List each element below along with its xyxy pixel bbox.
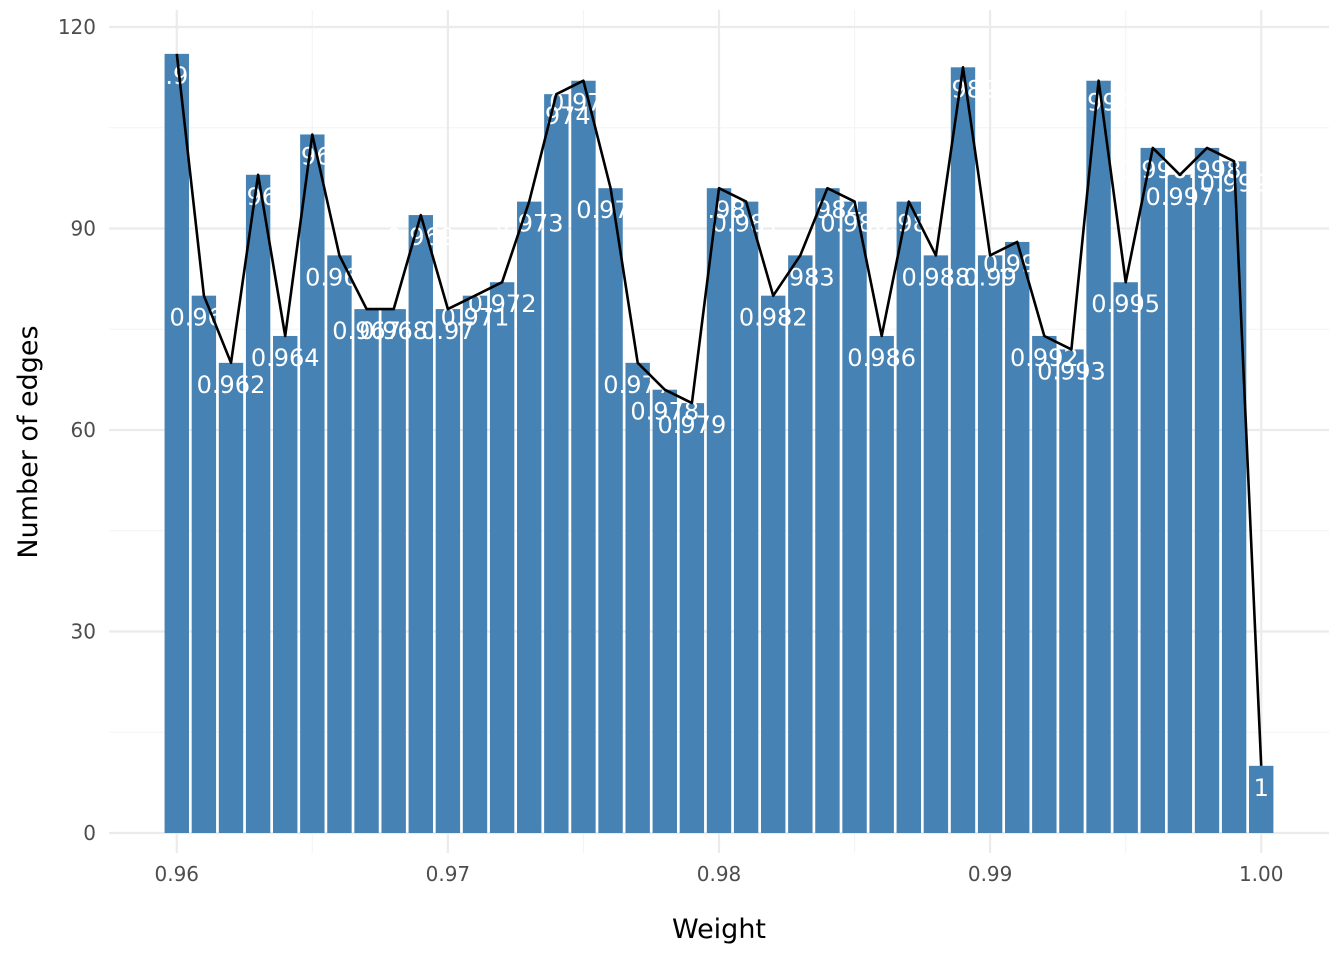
bar-label: 0.96 bbox=[150, 62, 203, 90]
bar-label: 0.982 bbox=[739, 304, 808, 332]
bar bbox=[1059, 349, 1084, 833]
x-axis-title: Weight bbox=[672, 914, 766, 945]
bar bbox=[381, 309, 406, 834]
bar bbox=[788, 255, 813, 833]
bar-label: 0.962 bbox=[197, 371, 266, 399]
bar bbox=[245, 174, 271, 833]
bar bbox=[598, 188, 623, 833]
bar bbox=[923, 255, 949, 833]
x-tick-label: 0.97 bbox=[426, 862, 471, 886]
bar bbox=[1167, 174, 1193, 833]
bar bbox=[571, 80, 596, 833]
bar bbox=[977, 255, 1003, 833]
bar bbox=[191, 295, 217, 834]
bar-label: 0.969 bbox=[386, 223, 455, 251]
bar-label: 1 bbox=[1254, 774, 1269, 802]
bar bbox=[1086, 80, 1111, 833]
bar bbox=[1249, 765, 1274, 833]
trend-line-group bbox=[175, 53, 1263, 766]
bar-label: 0.973 bbox=[495, 210, 564, 238]
y-axis-title: Number of edges bbox=[13, 325, 44, 558]
bar-label: 0.985 bbox=[820, 210, 889, 238]
bar-label: 0.988 bbox=[902, 263, 971, 291]
bar-label: 0.965 bbox=[278, 142, 347, 170]
bar-label: 0.968 bbox=[359, 317, 428, 345]
bar bbox=[489, 282, 515, 833]
bar-label: 0.98 bbox=[692, 196, 745, 224]
bar bbox=[896, 201, 921, 834]
bar bbox=[1221, 161, 1247, 834]
bar bbox=[273, 335, 298, 833]
bar bbox=[462, 295, 488, 834]
bar bbox=[1140, 147, 1165, 833]
bar bbox=[327, 255, 352, 833]
bar-label: 0.963 bbox=[224, 183, 293, 211]
bars bbox=[164, 53, 1274, 834]
bar bbox=[842, 201, 867, 834]
bar bbox=[354, 309, 379, 834]
bar bbox=[869, 335, 894, 833]
x-tick-label: 0.99 bbox=[968, 862, 1013, 886]
bar bbox=[1113, 282, 1138, 833]
bar-label: 0.993 bbox=[1037, 357, 1106, 385]
bar bbox=[218, 362, 244, 833]
bar-label: 0.967 bbox=[332, 317, 401, 345]
bar bbox=[164, 53, 189, 834]
bar-label: 0.961 bbox=[170, 304, 239, 332]
bar bbox=[950, 67, 976, 834]
bar-label: 0.989 bbox=[929, 75, 998, 103]
y-tick-label: 120 bbox=[58, 15, 96, 39]
bar-label: 0.99 bbox=[963, 263, 1016, 291]
bar-label: 0.976 bbox=[576, 196, 645, 224]
bar-label: 0.979 bbox=[658, 411, 727, 439]
bar bbox=[435, 309, 461, 834]
bar-labels: 0.960.9610.9620.9630.9640.9650.9660.9670… bbox=[150, 62, 1269, 802]
bar bbox=[1194, 147, 1220, 833]
bar-label: 0.986 bbox=[847, 344, 916, 372]
bar-label: 0.981 bbox=[712, 210, 781, 238]
trend-line bbox=[175, 53, 1263, 766]
bar bbox=[544, 94, 569, 833]
y-axis-ticks: 0 30 60 90 120 bbox=[58, 15, 96, 845]
x-axis-ticks: 0.96 0.97 0.98 0.99 1.00 bbox=[155, 862, 1284, 886]
bar bbox=[761, 295, 786, 834]
x-tick-label: 1.00 bbox=[1239, 862, 1284, 886]
bar bbox=[408, 215, 433, 834]
bar bbox=[706, 188, 732, 833]
bar bbox=[815, 188, 840, 833]
bar-label: 0.997 bbox=[1146, 183, 1215, 211]
bar-label: 0.97 bbox=[421, 317, 474, 345]
y-tick-label: 90 bbox=[71, 217, 96, 241]
bar bbox=[625, 362, 650, 833]
bar bbox=[679, 403, 705, 833]
bar-label: 0.964 bbox=[251, 344, 320, 372]
bar bbox=[1005, 241, 1030, 833]
bar bbox=[300, 134, 325, 833]
bar bbox=[1032, 335, 1057, 833]
bar-label: 0.974 bbox=[522, 102, 591, 130]
x-tick-label: 0.98 bbox=[697, 862, 742, 886]
bar bbox=[517, 201, 542, 834]
bar-label: 0.983 bbox=[766, 263, 835, 291]
bar bbox=[733, 201, 759, 834]
bar-label: 0.966 bbox=[305, 263, 374, 291]
y-tick-label: 30 bbox=[71, 620, 96, 644]
y-tick-label: 60 bbox=[71, 418, 96, 442]
y-tick-label: 0 bbox=[83, 821, 96, 845]
bar bbox=[652, 389, 677, 833]
bar-label: 0.987 bbox=[874, 210, 943, 238]
bar-label: 0.995 bbox=[1091, 290, 1160, 318]
x-tick-label: 0.96 bbox=[155, 862, 200, 886]
